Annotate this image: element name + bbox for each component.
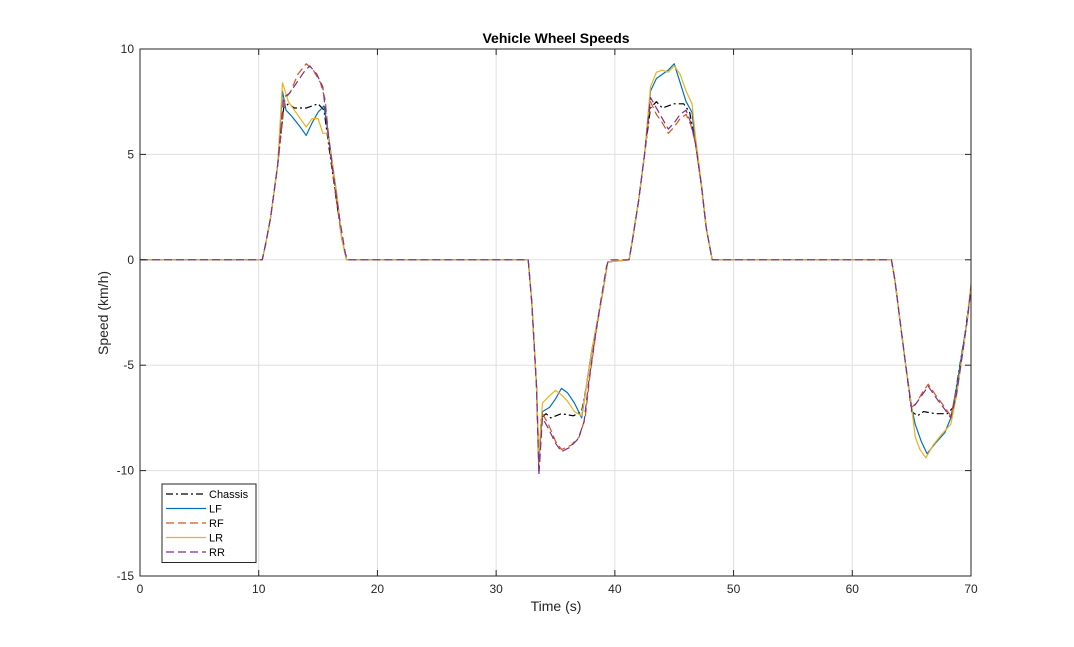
series-line-chassis	[140, 101, 972, 461]
chart-title: Vehicle Wheel Speeds	[482, 30, 629, 46]
grid	[140, 49, 971, 576]
x-tick-label: 70	[964, 582, 978, 596]
y-tick-label: -15	[117, 569, 135, 583]
legend-label-rr: RR	[209, 547, 225, 559]
series-line-rf	[140, 63, 972, 474]
legend-label-rf: RF	[209, 518, 224, 530]
x-tick-label: 30	[489, 582, 503, 596]
axis-ticks: 0 10 20 30 40 50 60 70 -15 -10 -5 0 5 10	[117, 42, 978, 596]
x-axis-label: Time (s)	[531, 598, 582, 614]
plot-area-frame	[139, 48, 972, 577]
y-tick-label: 0	[127, 253, 134, 267]
series-line-lf	[140, 63, 972, 463]
x-tick-label: 10	[252, 582, 266, 596]
legend-label-lr: LR	[209, 533, 223, 545]
y-tick-label: 10	[121, 42, 135, 56]
x-tick-label: 20	[371, 582, 385, 596]
x-tick-label: 60	[846, 582, 860, 596]
legend: Chassis LF RF LR RR	[161, 483, 257, 563]
y-axis-label: Speed (km/h)	[95, 271, 111, 355]
x-tick-label: 50	[727, 582, 741, 596]
legend-label-chassis: Chassis	[209, 489, 249, 501]
x-tick-label: 0	[137, 582, 144, 596]
legend-label-lf: LF	[209, 504, 222, 516]
y-tick-label: -10	[117, 464, 135, 478]
series-line-rr	[140, 65, 972, 476]
series-lines	[140, 63, 972, 476]
x-tick-label: 40	[608, 582, 622, 596]
legend-box	[161, 483, 257, 563]
y-tick-label: -5	[123, 358, 134, 372]
y-tick-label: 5	[127, 147, 134, 161]
